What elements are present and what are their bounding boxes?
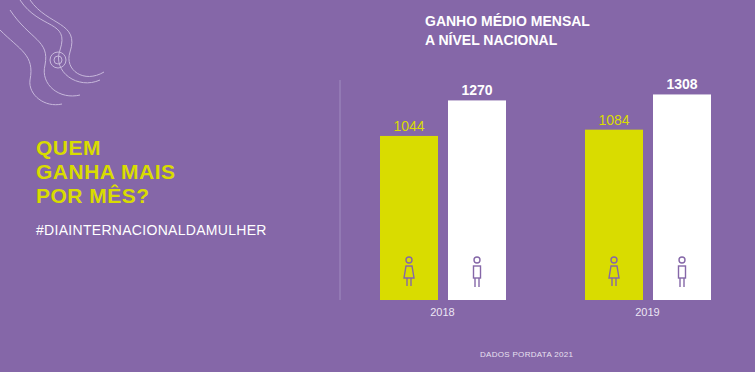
svg-text:1308: 1308	[666, 76, 697, 92]
svg-text:2019: 2019	[635, 306, 659, 318]
html-text:DADOS PORDATA 2021: DADOS PORDATA 2021	[480, 350, 574, 359]
svg-text:1084: 1084	[598, 112, 629, 128]
html-text:POR MÊS?: POR MÊS?	[36, 184, 150, 207]
html-text:GANHO MÉDIO MENSAL: GANHO MÉDIO MENSAL	[425, 13, 590, 29]
html-text:GANHA MAIS: GANHA MAIS	[36, 160, 176, 183]
html-text:A NÍVEL NACIONAL: A NÍVEL NACIONAL	[425, 32, 558, 48]
html-text:QUEM: QUEM	[36, 136, 101, 159]
svg-text:1044: 1044	[393, 118, 424, 134]
svg-text:1270: 1270	[461, 82, 492, 98]
svg-text:2018: 2018	[430, 306, 454, 318]
html-text:#DIAINTERNACIONALDAMULHER: #DIAINTERNACIONALDAMULHER	[36, 222, 267, 238]
